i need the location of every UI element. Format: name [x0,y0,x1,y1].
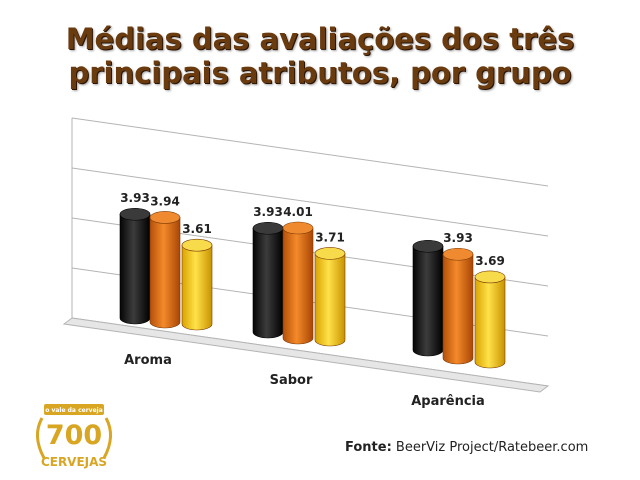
floor-plane [62,317,550,393]
bar-top [119,207,151,221]
source-text: BeerViz Project/Ratebeer.com [395,440,589,455]
bar-4 [282,221,314,345]
bar-top [149,211,181,224]
bar-body [119,213,151,325]
bar-top [442,247,474,261]
source-note: Fonte: BeerViz Project/Ratebeer.com [345,440,588,455]
logo-laurel-left [36,417,46,459]
logo-banner-text: o vale da cerveja [45,407,103,414]
bar-top [314,247,346,260]
bar-1 [149,211,181,329]
data-label: 3.69 [475,254,505,268]
chart-title: Médias das avaliações dos três principai… [65,22,575,90]
bar-body [252,227,284,339]
bar-body [149,217,181,329]
bar-body [412,245,444,357]
gridline [71,167,549,237]
bar-top [181,238,213,252]
chart-category-labels: Aroma Sabor Aparência [124,353,485,409]
bar-body [282,227,314,345]
bar-3 [252,221,284,339]
bar-body [314,253,346,347]
category-label: Sabor [270,373,313,388]
category-label: Aparência [411,394,485,409]
bar-top [282,221,314,235]
data-label: 3.93 [120,191,150,205]
category-label: Aroma [124,353,172,368]
data-label: 3.93 [253,205,283,219]
bar-7 [442,247,474,365]
logo-laurel-right [102,417,112,459]
bar-8 [474,270,506,369]
gridline [71,117,549,187]
bar-top [252,221,284,235]
data-label: 3.94 [150,194,180,208]
bar-body [474,276,506,369]
bar-2 [181,238,213,331]
chart-floor [62,317,550,393]
bar-0 [119,207,151,325]
data-label: 3.93 [443,231,473,245]
logo-banner [44,404,104,415]
bar-5 [314,247,346,347]
source-label: Fonte: [345,440,392,455]
data-label: 3.61 [182,222,212,236]
data-label: 3.71 [315,230,345,244]
data-label: 4.01 [283,205,313,219]
logo-number: 700 [46,420,102,451]
bar-top [412,239,444,253]
bar-body [442,253,474,365]
chart-data-labels: 3.93 3.943.613.93 4.013.71 3.933.69 [120,191,505,268]
bar-body [181,244,213,331]
bar-6 [412,239,444,357]
brand-logo: o vale da cerveja 700 CERVEJAS [36,404,112,469]
logo-word: CERVEJAS [41,455,107,469]
bar-top [474,270,506,284]
chart-bars [119,207,506,369]
